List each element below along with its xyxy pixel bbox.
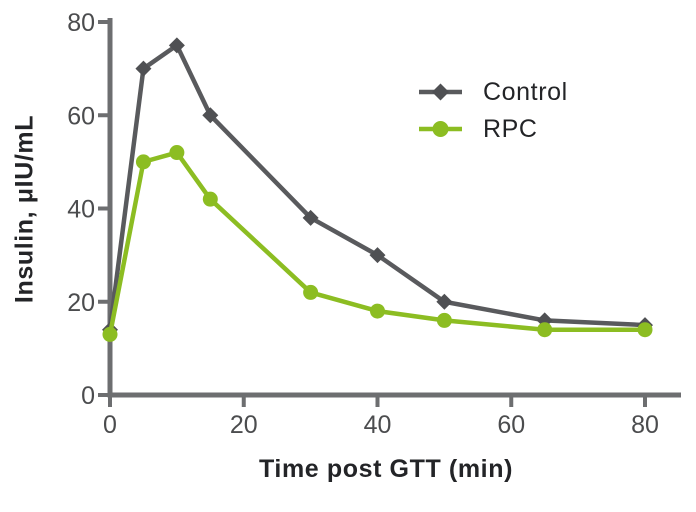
control-sample-diamond: [432, 83, 449, 101]
data-point-marker: [102, 326, 118, 342]
data-point-marker: [302, 209, 319, 226]
legend-item-control: Control: [417, 78, 568, 106]
data-point-marker: [370, 303, 385, 319]
y-axis-title: Insulin, μIU/mL: [10, 114, 39, 304]
data-point-marker: [135, 154, 151, 170]
legend-label-control: Control: [483, 78, 568, 106]
data-point-marker: [168, 37, 185, 54]
control-diamond-marker-icon: [419, 83, 462, 101]
y-tick-label: 20: [67, 289, 95, 317]
x-tick-label: 0: [103, 411, 117, 439]
series-rpc: [102, 145, 653, 342]
data-point-marker: [169, 145, 185, 161]
y-tick-label: 60: [67, 102, 95, 130]
data-point-marker: [369, 247, 386, 264]
legend-item-rpc: RPC: [417, 115, 568, 143]
data-point-marker: [135, 60, 152, 77]
data-point-marker: [436, 312, 452, 328]
legend: Control RPC: [417, 78, 568, 143]
y-tick-label: 0: [81, 382, 95, 410]
x-tick-label: 40: [364, 411, 392, 439]
y-tick-label: 40: [67, 196, 95, 224]
data-point-marker: [637, 322, 653, 338]
legend-label-rpc: RPC: [483, 115, 538, 143]
rpc-circle-marker-icon: [419, 121, 462, 137]
x-tick-label: 20: [230, 411, 258, 439]
x-axis-title: Time post GTT (min): [259, 455, 513, 483]
x-tick-label: 80: [631, 411, 659, 439]
data-point-marker: [303, 284, 319, 300]
data-point-marker: [202, 191, 218, 207]
data-point-marker: [202, 107, 219, 124]
y-tick-label: 80: [67, 9, 95, 37]
data-point-marker: [537, 322, 553, 338]
series-control: [102, 37, 653, 338]
rpc-sample-circle: [432, 121, 449, 137]
x-tick-label: 60: [497, 411, 525, 439]
data-point-marker: [436, 293, 453, 310]
